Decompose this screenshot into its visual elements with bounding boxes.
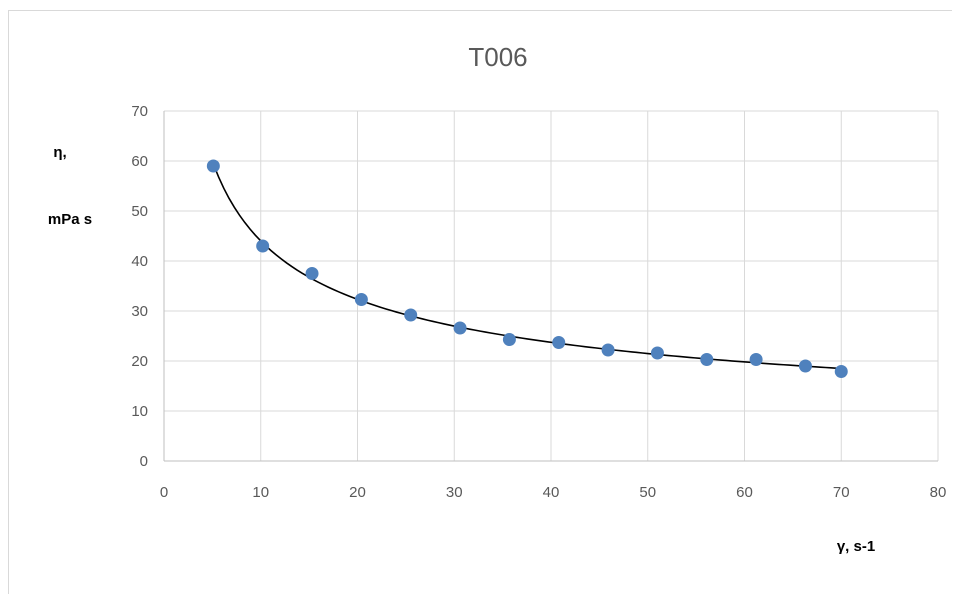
y-axis-label-line2: mPa s — [48, 211, 92, 228]
y-tick-label: 40 — [131, 253, 148, 270]
y-tick-label: 10 — [131, 403, 148, 420]
y-tick-label: 60 — [131, 153, 148, 170]
data-point — [552, 336, 566, 349]
x-tick-label: 50 — [639, 484, 656, 501]
x-tick-label: 20 — [349, 484, 366, 501]
y-tick-label: 30 — [131, 303, 148, 320]
x-tick-label: 0 — [160, 484, 168, 501]
chart-title: T006 — [468, 42, 527, 72]
tick-labels: 0 10 20 30 40 50 60 70 80 0 10 20 30 40 50 60 70 — [131, 103, 946, 501]
y-tick-label: 70 — [131, 103, 148, 120]
y-tick-label: 20 — [131, 353, 148, 370]
x-tick-label: 60 — [736, 484, 753, 501]
data-point — [601, 343, 615, 357]
data-point — [502, 333, 516, 346]
data-points — [206, 159, 848, 378]
y-tick-label: 0 — [140, 453, 148, 470]
chart-frame — [8, 10, 952, 594]
data-point — [256, 239, 270, 253]
trendline — [212, 163, 842, 370]
x-tick-label: 10 — [252, 484, 269, 501]
x-tick-label: 80 — [930, 484, 947, 501]
data-point — [749, 353, 763, 366]
x-tick-label: 30 — [446, 484, 463, 501]
x-tick-label: 70 — [833, 484, 850, 501]
data-point — [650, 346, 664, 360]
data-point — [700, 353, 714, 366]
data-point — [834, 365, 848, 378]
grid-layer — [163, 110, 939, 462]
data-point — [206, 159, 220, 173]
data-point — [305, 267, 319, 280]
x-tick-label: 40 — [543, 484, 560, 501]
data-point — [404, 308, 418, 322]
x-axis-label: γ, s-1 — [837, 538, 875, 555]
y-axis-label-line1: η, — [53, 144, 66, 161]
y-tick-label: 50 — [131, 203, 148, 220]
data-point — [354, 293, 368, 306]
data-point — [798, 359, 812, 373]
data-point — [453, 321, 467, 335]
